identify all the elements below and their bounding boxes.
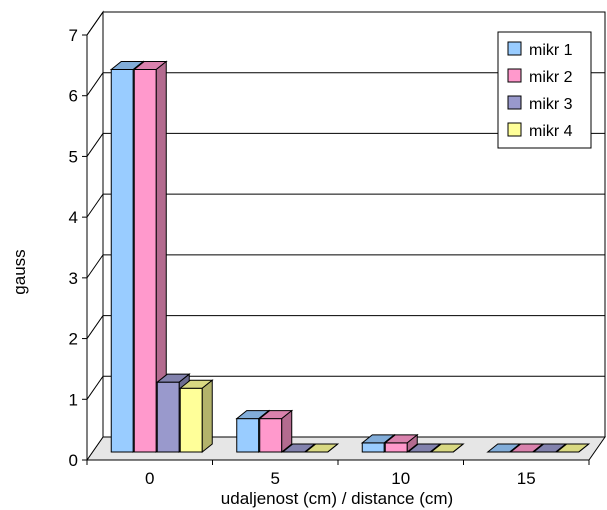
bar (132, 60, 168, 454)
legend-swatch (507, 122, 522, 137)
gridline-diag (86, 193, 104, 218)
gridline-diag (86, 72, 104, 96)
legend-item: mikr 3 (507, 95, 573, 113)
legend-label: mikr 2 (529, 69, 573, 86)
bar (532, 443, 568, 453)
x-tick-label: 0 (145, 469, 154, 488)
bar (509, 443, 545, 453)
x-tick-label: 5 (271, 469, 280, 488)
y-tick-label: 1 (69, 390, 78, 409)
y-tick-label: 3 (69, 269, 78, 288)
bar (429, 443, 465, 453)
legend-swatch (507, 41, 522, 56)
legend-item: mikr 2 (507, 68, 573, 86)
legend-swatch (507, 68, 522, 83)
y-tick-label: 5 (69, 147, 78, 166)
legend-item: mikr 1 (507, 41, 573, 59)
bar (258, 409, 294, 454)
side-wall (86, 10, 104, 462)
x-tick-label: 15 (517, 469, 536, 488)
bars (109, 60, 591, 454)
legend-label: mikr 4 (529, 123, 573, 140)
y-tick-label: 7 (69, 26, 78, 45)
y-tick-label: 4 (69, 208, 78, 227)
gridline-diag (86, 11, 104, 36)
bar (486, 443, 522, 453)
x-axis-title: udaljenost (cm) / distance (cm) (221, 489, 453, 508)
bar (281, 443, 317, 453)
x-tick-label: 10 (391, 469, 410, 488)
y-tick-label: 2 (69, 330, 78, 349)
y-tick-label: 6 (69, 87, 78, 106)
gridline-diag (86, 315, 104, 339)
legend: mikr 1 mikr 2 mikr 3 mikr 4 (497, 31, 592, 149)
legend-swatch (507, 95, 522, 110)
gridline-diag (86, 133, 104, 157)
y-axis-title: gauss (10, 249, 29, 294)
tick-labels: 0 1 2 3 4 5 6 7 0 5 10 15 (69, 26, 536, 488)
gridline-diag (86, 254, 104, 279)
bar (178, 379, 214, 454)
y-tick-label: 0 (69, 451, 78, 470)
bar (555, 443, 591, 453)
bar (383, 433, 419, 454)
axes (82, 34, 590, 465)
gridline-diag (86, 376, 104, 400)
bar (406, 443, 442, 453)
legend-item: mikr 4 (507, 122, 573, 140)
legend-label: mikr 3 (529, 96, 573, 113)
bar (304, 443, 340, 453)
legend-label: mikr 1 (529, 42, 573, 59)
